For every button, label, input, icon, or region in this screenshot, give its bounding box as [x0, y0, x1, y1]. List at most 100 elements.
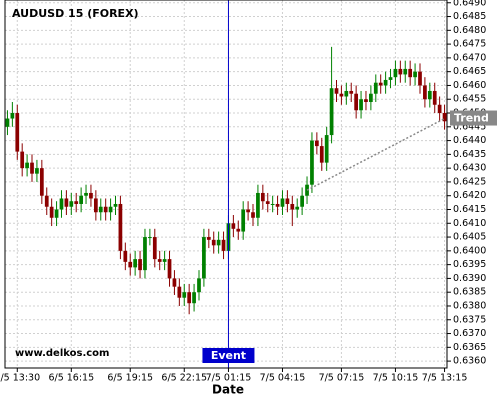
candle-body [197, 278, 201, 293]
candle-body [432, 90, 437, 105]
candle-body [39, 168, 44, 196]
y-tick-label: 0.6435 [453, 149, 486, 160]
x-tick-label: 6/5 13:30 [0, 373, 40, 384]
candle-body [300, 195, 304, 207]
candle-body [359, 99, 363, 111]
plot-frame [4, 0, 448, 369]
candle-body [54, 209, 59, 218]
candle-body [93, 198, 98, 213]
candle-body [403, 68, 408, 75]
trend-label: Trend [454, 112, 489, 125]
candle-body [310, 140, 314, 185]
y-tick-label: 0.6380 [453, 300, 486, 311]
event-label: Event [211, 349, 246, 362]
candle-body [64, 198, 69, 207]
candle-body [59, 198, 64, 210]
candle-body [364, 99, 368, 102]
y-tick-label: 0.6430 [453, 163, 486, 174]
candle-body [221, 239, 226, 251]
candle-body [314, 140, 319, 147]
candle-body [373, 82, 378, 94]
candle-body [44, 195, 49, 207]
candle-body [295, 206, 300, 210]
candle-body [241, 209, 246, 232]
candle-body [167, 259, 172, 279]
candle-body [265, 201, 270, 204]
y-tick-label: 0.6390 [453, 273, 486, 284]
grid [5, 0, 447, 368]
candle-body [378, 82, 383, 86]
candle-body [5, 118, 10, 127]
y-tick-label: 0.6420 [453, 190, 486, 201]
candle-body [187, 292, 192, 304]
x-tick-label: 7/5 07:15 [319, 373, 365, 384]
candle-body [148, 237, 152, 239]
candle-body [280, 198, 285, 207]
y-tick-label: 0.6365 [453, 342, 486, 353]
y-tick-label: 0.6360 [453, 356, 486, 367]
candle-body [388, 77, 393, 80]
candle-body [128, 261, 133, 268]
candle-body [442, 113, 447, 122]
x-tick-label: 7/5 13:15 [422, 373, 468, 384]
candle-body [103, 206, 108, 213]
candle-body [354, 93, 359, 111]
candle-body [369, 93, 373, 102]
y-tick-label: 0.6415 [453, 204, 486, 215]
candle-body [260, 192, 265, 202]
candle-body [30, 162, 34, 174]
candle-body [202, 237, 206, 279]
candle-body [98, 206, 103, 213]
trend-label-box [450, 110, 497, 126]
y-tick-label: 0.6470 [453, 52, 486, 63]
candle-body [15, 113, 20, 152]
candle-body [35, 168, 39, 174]
candle-body [339, 93, 344, 97]
y-tick-label: 0.6460 [453, 80, 486, 91]
candle-body [20, 151, 25, 169]
x-tick-label: 6/5 19:15 [107, 373, 153, 384]
candle-body [152, 237, 157, 260]
candle-body [157, 259, 162, 262]
y-tick-label: 0.6480 [453, 25, 486, 36]
y-tick-label: 0.6485 [453, 11, 486, 22]
candle-body [344, 90, 349, 97]
candle-body [177, 286, 182, 298]
y-tick-label: 0.6445 [453, 121, 486, 132]
candle-body [162, 259, 167, 262]
candle-body [270, 203, 275, 205]
candle-body [334, 88, 339, 94]
y-tick-label: 0.6405 [453, 232, 486, 243]
y-tick-label: 0.6395 [453, 259, 486, 270]
y-tick-label: 0.6375 [453, 314, 486, 325]
candle-body [108, 206, 113, 213]
candle-body [275, 203, 280, 207]
candle-body [349, 90, 354, 94]
plot [5, 0, 447, 368]
candle-body [423, 85, 427, 100]
x-tick-label: 6/5 16:15 [48, 373, 94, 384]
candle-body [324, 135, 329, 163]
candle-body [398, 68, 403, 75]
x-tick-label: 7/5 10:15 [373, 373, 419, 384]
candle-body [383, 79, 388, 86]
candle-body [408, 68, 413, 78]
candle-body [251, 212, 255, 218]
trend-line [306, 117, 445, 191]
candle-body [25, 162, 29, 169]
candle-body [74, 201, 79, 204]
candle-body [113, 203, 118, 207]
candle-body [231, 223, 236, 229]
candle-body [216, 239, 221, 246]
chart-title: AUDUSD 15 (FOREX) [12, 7, 139, 20]
candle-body [143, 237, 147, 271]
x-tick-label: 7/5 04:15 [260, 373, 306, 384]
x-tick-label: 6/5 22:15 [161, 373, 207, 384]
y-tick-label: 0.6400 [453, 245, 486, 256]
candle-body [118, 203, 123, 251]
candle-body [192, 292, 196, 304]
candle-body [69, 201, 74, 207]
candle-body [290, 203, 295, 210]
